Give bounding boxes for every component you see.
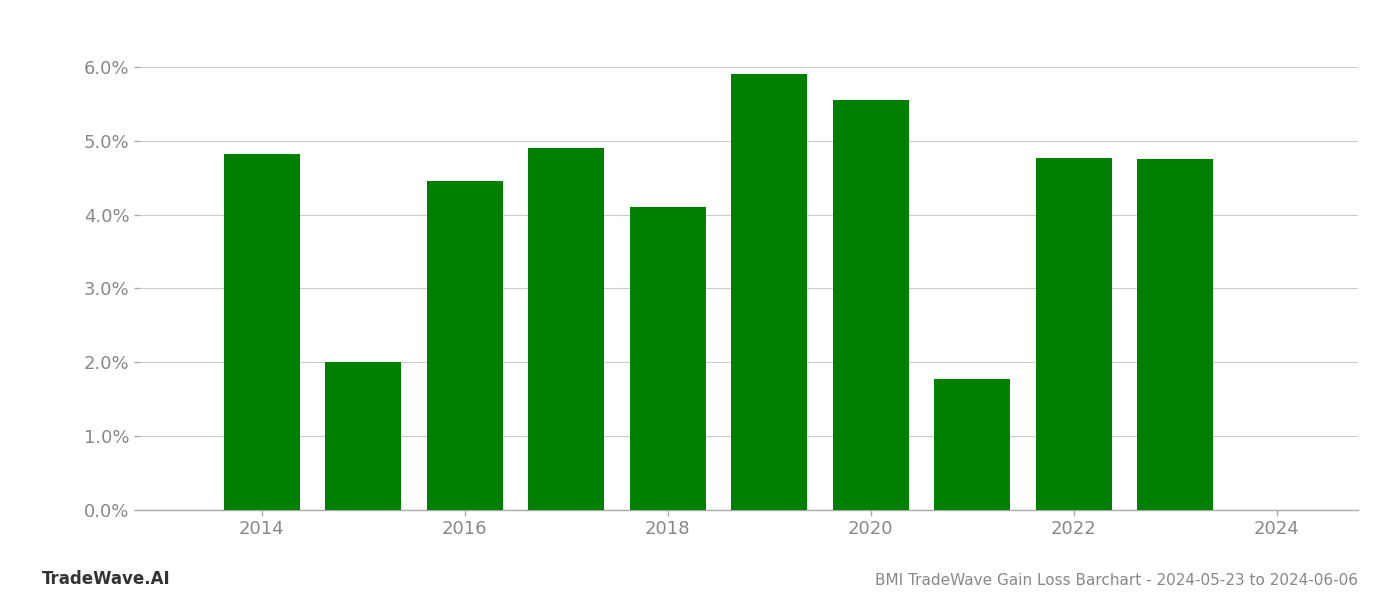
Bar <box>427 181 503 510</box>
Bar <box>731 74 808 510</box>
Text: BMI TradeWave Gain Loss Barchart - 2024-05-23 to 2024-06-06: BMI TradeWave Gain Loss Barchart - 2024-… <box>875 573 1358 588</box>
Bar <box>224 154 300 510</box>
Bar <box>528 148 605 510</box>
Bar <box>630 207 706 510</box>
Text: TradeWave.AI: TradeWave.AI <box>42 570 171 588</box>
Bar <box>833 100 909 510</box>
Bar <box>934 379 1011 510</box>
Bar <box>1137 159 1214 510</box>
Bar <box>1036 158 1112 510</box>
Bar <box>325 362 402 510</box>
